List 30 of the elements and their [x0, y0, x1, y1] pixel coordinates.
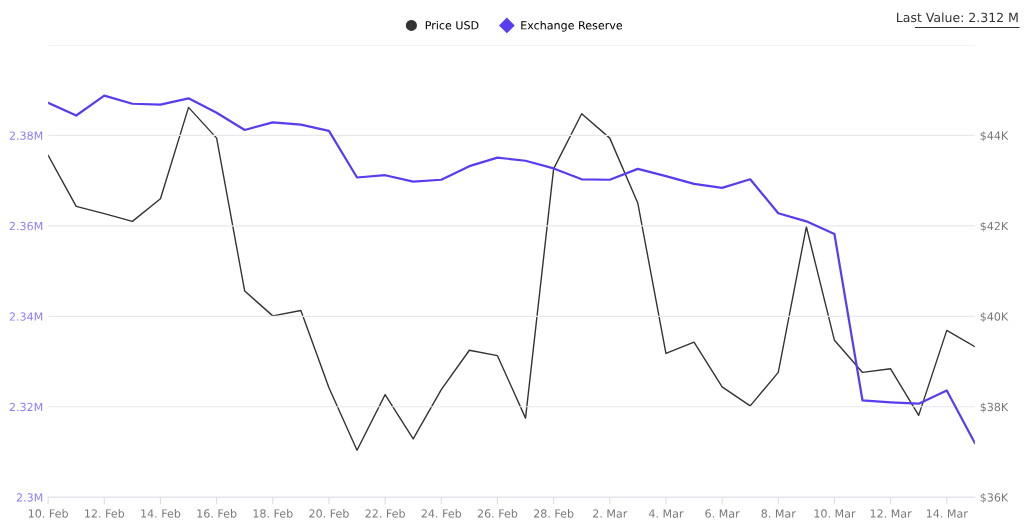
y-tick-label: 2.34M: [9, 312, 43, 321]
x-tick-label: 28. Feb: [533, 509, 574, 518]
x-tick-label: 8. Mar: [761, 509, 796, 518]
x-tick-label: 4. Mar: [648, 509, 684, 518]
y-tick-label: 2.3M: [16, 493, 43, 502]
y-tick-label: 2.38M: [9, 131, 43, 140]
x-tick-label: 12. Mar: [870, 509, 912, 518]
x-tick-label: 22. Feb: [365, 509, 405, 518]
x-tick-label: 2. Mar: [593, 509, 628, 518]
y-tick-label: 2.32M: [9, 402, 43, 412]
x-tick-label: 24. Feb: [421, 509, 462, 518]
x-tick-label: 14. Feb: [141, 509, 181, 518]
y2-tick-label: $40K: [980, 312, 1009, 323]
x-tick-label: 16. Feb: [197, 509, 237, 518]
x-tick-label: 10. Mar: [814, 509, 856, 518]
y2-tick-label: $42K: [980, 221, 1009, 232]
x-tick-label: 10. Feb: [28, 509, 68, 518]
y2-tick-label: $38K: [980, 402, 1009, 413]
text: Last Value: 2.312 M: [897, 12, 1018, 23]
legend-label: Price USD: [425, 20, 479, 30]
x-tick-label: 12. Feb: [85, 509, 125, 518]
x-tick-label: 20. Feb: [309, 509, 349, 518]
y2-tick-label: $44K: [980, 131, 1009, 142]
x-tick-label: 26. Feb: [477, 509, 518, 518]
x-tick-label: 6. Mar: [705, 509, 740, 518]
y2-tick-label: $36K: [980, 493, 1009, 504]
x-tick-label: 14. Mar: [926, 509, 968, 518]
x-tick-label: 18. Feb: [253, 509, 293, 518]
legend-label: Exchange Reserve: [521, 20, 623, 32]
y-tick-label: 2.36M: [9, 221, 43, 231]
